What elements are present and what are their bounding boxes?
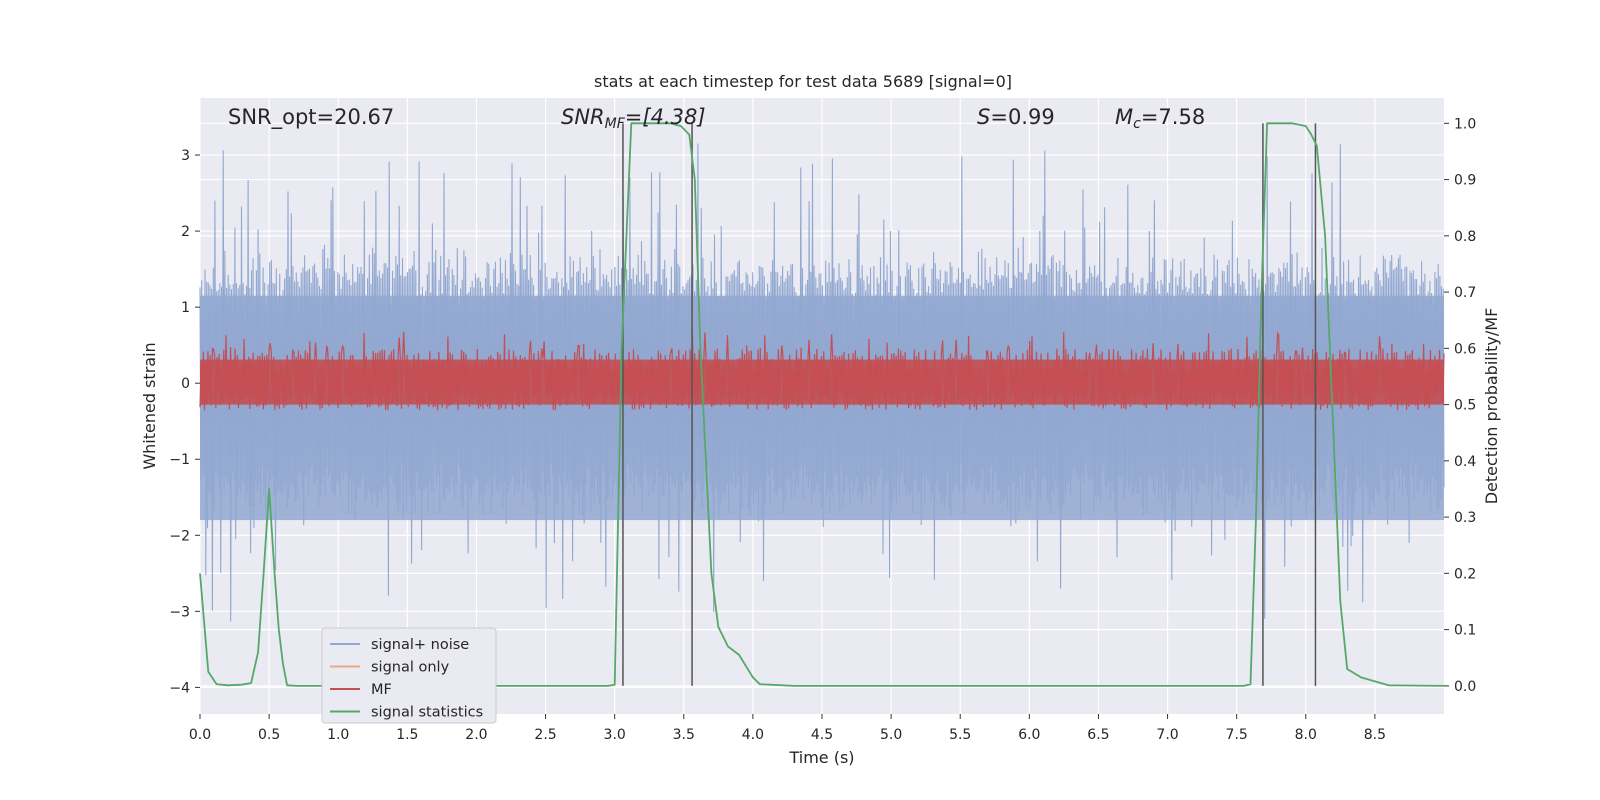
y-left-tick-label: −2: [169, 528, 190, 544]
x-tick-label: 5.0: [880, 727, 902, 743]
x-tick-label: 5.5: [949, 727, 971, 743]
y-right-tick-label: 0.1: [1454, 623, 1476, 639]
legend-label: signal+ noise: [371, 637, 469, 653]
signal-statistics-line: [199, 122, 1445, 687]
detection-markers: [622, 123, 1317, 686]
x-tick-label: 1.5: [396, 727, 418, 743]
legend-label: MF: [371, 682, 392, 698]
y-right-tick-label: 0.5: [1454, 398, 1476, 414]
legend-label: signal only: [371, 660, 450, 676]
y-axis-right-label: Detection probability/MF: [1482, 308, 1501, 505]
annotation-snr-mf-main: SNR: [561, 105, 605, 129]
y-right-tick-label: 0.9: [1454, 173, 1476, 189]
y-left-tick-label: −1: [169, 452, 190, 468]
y-right-tick-label: 0.8: [1454, 229, 1476, 245]
signal-statistics-series: [199, 122, 1445, 687]
annotation-s-main: S: [977, 105, 990, 129]
mf-series: [199, 330, 1445, 411]
x-tick-label: 8.0: [1295, 727, 1317, 743]
y-right-tick-label: 1.0: [1454, 116, 1476, 132]
annotation-mc-value: =7.58: [1141, 105, 1205, 129]
y-left-tick-label: −4: [169, 680, 190, 696]
x-tick-label: 4.5: [811, 727, 833, 743]
y-right-tick-labels: 1.0 0.9 0.8 0.7 0.6 0.5 0.4 0.3 0.2 0.1 0.0: [1444, 116, 1476, 695]
y-left-tick-label: 2: [181, 224, 190, 240]
x-tick-label: 1.0: [327, 727, 349, 743]
x-tick-label: 4.0: [742, 727, 764, 743]
x-tick-label: 6.0: [1018, 727, 1040, 743]
annotation-snr-opt: SNR_opt=20.67: [228, 105, 394, 130]
y-right-tick-label: 0.3: [1454, 510, 1476, 526]
annotation-mc-sub: c: [1133, 116, 1141, 132]
annotation-s-value: =0.99: [990, 105, 1054, 129]
y-left-tick-label: −3: [169, 604, 190, 620]
signal-noise-series: [199, 143, 1445, 622]
annotation-s: S=0.99: [977, 105, 1055, 129]
x-tick-label: 7.0: [1156, 727, 1178, 743]
y-axis-left-label: Whitened strain: [140, 342, 159, 469]
annotation-snr-mf-sub: MF: [605, 116, 626, 132]
legend-label: signal statistics: [371, 705, 483, 721]
annotation-snr-mf-value: =[4.38]: [625, 105, 706, 129]
y-left-tick-label: 1: [181, 300, 190, 316]
x-tick-label: 7.5: [1226, 727, 1248, 743]
y-left-tick-label: 0: [181, 376, 190, 392]
x-tick-label: 0.0: [189, 727, 211, 743]
chart-title: stats at each timestep for test data 568…: [594, 72, 1012, 91]
mf-line: [199, 330, 1445, 411]
x-axis-label: Time (s): [788, 748, 854, 767]
x-tick-label: 6.5: [1087, 727, 1109, 743]
y-right-tick-label: 0.0: [1454, 679, 1476, 695]
y-right-tick-label: 0.4: [1454, 454, 1476, 470]
y-left-tick-labels: 3 2 1 0 −1 −2 −3 −4: [169, 148, 200, 696]
annotation-mc-main: M: [1115, 105, 1133, 129]
x-tick-labels: 0.0 0.5 1.0 1.5 2.0 2.5 3.0 3.5 4.0 4.5 5.0 5.5 6.0 6…: [189, 714, 1386, 743]
y-left-tick-label: 3: [181, 148, 190, 164]
x-tick-label: 3.0: [604, 727, 626, 743]
x-tick-label: 2.5: [534, 727, 556, 743]
x-tick-label: 3.5: [673, 727, 695, 743]
legend-box: [321, 627, 497, 724]
x-tick-label: 8.5: [1364, 727, 1386, 743]
legend: signal+ noise signal only MF signal statist…: [321, 627, 497, 724]
y-right-tick-label: 0.6: [1454, 341, 1476, 357]
x-tick-label: 0.5: [258, 727, 280, 743]
x-tick-label: 2.0: [465, 727, 487, 743]
y-right-tick-label: 0.2: [1454, 566, 1476, 582]
y-right-tick-label: 0.7: [1454, 285, 1476, 301]
annotation-mc: Mc=7.58: [1115, 105, 1205, 132]
annotation-snr-mf: SNRMF=[4.38]: [561, 105, 706, 132]
